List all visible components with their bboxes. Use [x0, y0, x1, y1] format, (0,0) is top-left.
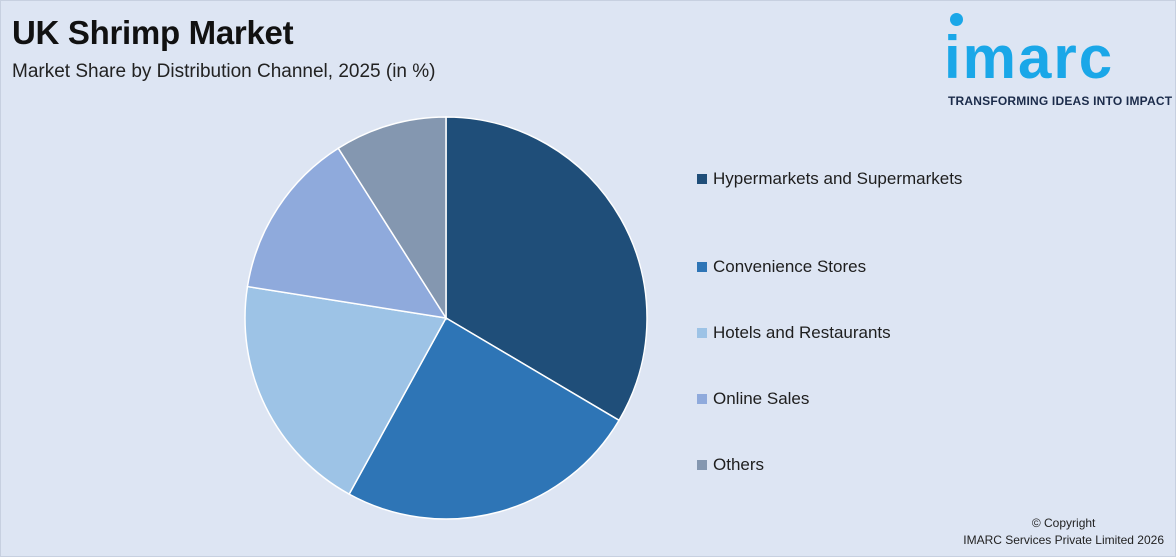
- legend-item: Convenience Stores: [697, 234, 962, 300]
- legend-label: Hotels and Restaurants: [713, 323, 891, 342]
- copyright: © Copyright IMARC Services Private Limit…: [963, 515, 1164, 549]
- legend-label: Online Sales: [713, 389, 810, 408]
- legend-label: Convenience Stores: [713, 257, 867, 276]
- chart-subtitle: Market Share by Distribution Channel, 20…: [12, 61, 436, 82]
- legend-swatch: [697, 460, 707, 470]
- pie-slice-hotels-and-restaurants: [244, 285, 448, 496]
- pie-slice-online-sales: [246, 147, 448, 320]
- pie-slice-hypermarkets-and-supermarkets: [445, 116, 648, 422]
- legend-item: Hypermarkets and Supermarkets: [697, 168, 962, 190]
- legend-swatch: [697, 262, 707, 272]
- logo-dot-icon: [950, 13, 963, 26]
- legend-swatch: [697, 394, 707, 404]
- legend-swatch: [697, 328, 707, 338]
- imarc-logo: imarc TRANSFORMING IDEAS INTO IMPACT: [944, 10, 1174, 110]
- legend-label: Others: [713, 455, 765, 474]
- pie-slice-others: [337, 116, 447, 321]
- legend-swatch: [697, 174, 707, 184]
- logo-tagline: TRANSFORMING IDEAS INTO IMPACT: [948, 94, 1173, 108]
- legend-item: Others: [697, 432, 962, 498]
- chart-title: UK Shrimp Market: [12, 14, 294, 51]
- copyright-line-1: © Copyright: [1031, 516, 1096, 530]
- logo-wordmark: imarc: [944, 24, 1115, 91]
- chart-legend: Hypermarkets and Supermarkets Convenience…: [697, 168, 962, 498]
- legend-item: Online Sales: [697, 366, 962, 432]
- pie-slice-convenience-stores: [348, 316, 621, 520]
- legend-item: Hotels and Restaurants: [697, 300, 962, 366]
- legend-label: Hypermarkets and Supermarkets: [713, 169, 963, 188]
- copyright-line-2: IMARC Services Private Limited 2026: [963, 533, 1164, 547]
